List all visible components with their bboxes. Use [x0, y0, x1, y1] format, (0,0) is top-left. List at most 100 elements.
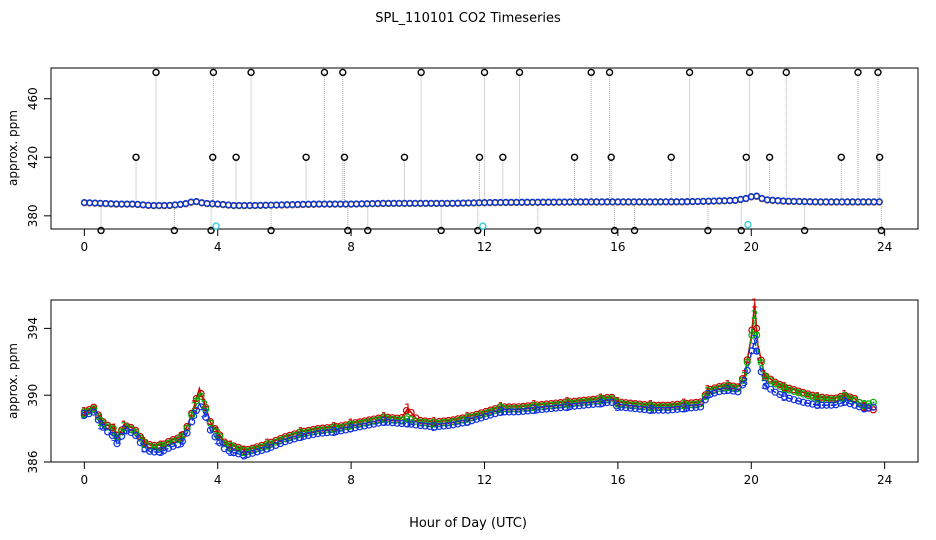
- outlier-point: [782, 68, 790, 77]
- series-marker-3: [146, 447, 154, 455]
- series-glyph-2: 2: [681, 398, 689, 412]
- series-marker-2: [743, 358, 751, 366]
- series-glyph-2: 2: [111, 423, 119, 437]
- outlier-point: [339, 68, 347, 77]
- series-glyph-1: 1: [121, 418, 129, 432]
- series-marker-3: [468, 417, 476, 425]
- series-marker-3: [734, 388, 742, 396]
- series-marker-3: [547, 404, 555, 413]
- series-marker-3: [528, 406, 537, 415]
- outlier-point: [344, 226, 352, 235]
- series-marker-3: [328, 428, 336, 436]
- outlier-point: [570, 153, 579, 161]
- series-glyph-2: 2: [861, 398, 869, 412]
- series-marker-2: [724, 383, 733, 391]
- series-glyph-1: 1: [781, 380, 789, 394]
- series-glyph-3: 3: [724, 383, 732, 397]
- series-glyph-1: 1: [191, 398, 199, 412]
- bottom-x-tick-label: 0: [81, 473, 89, 487]
- outlier-point: [499, 153, 507, 161]
- outlier-point: [800, 226, 809, 235]
- series-marker-3: [323, 429, 331, 437]
- series-marker-2: [790, 387, 798, 395]
- series-marker-3: [799, 398, 807, 406]
- series-marker-3: [300, 432, 308, 441]
- series-marker-3: [318, 429, 327, 437]
- series-marker-3: [290, 435, 299, 443]
- series-glyph-2: 2: [841, 390, 849, 404]
- outlier-point: [207, 226, 215, 235]
- series-marker-3: [393, 419, 401, 427]
- series-marker-3: [841, 398, 849, 406]
- series-marker-3: [715, 388, 723, 396]
- series-glyph-1: 1: [201, 397, 209, 411]
- series-marker-3: [598, 399, 607, 407]
- series-glyph-2: 2: [81, 407, 89, 421]
- series-marker-2: [696, 400, 705, 408]
- flagged-point: [744, 220, 752, 229]
- series-glyph-3: 3: [597, 397, 605, 411]
- series-glyph-3: 3: [177, 437, 185, 451]
- series-marker-1: [197, 389, 205, 398]
- series-marker-3: [678, 405, 686, 413]
- series-marker-2: [384, 415, 392, 423]
- series-glyph-2: 2: [297, 427, 305, 441]
- series-marker-3: [477, 414, 485, 422]
- series-marker-1: [402, 406, 411, 415]
- series-marker-3: [631, 405, 639, 413]
- series-marker-1: [748, 326, 756, 334]
- series-marker-2: [795, 389, 803, 397]
- series-marker-2: [122, 423, 130, 432]
- outlier-point: [745, 68, 754, 77]
- series-marker-3: [94, 416, 102, 424]
- series-marker-3: [286, 436, 294, 444]
- series-glyph-3: 3: [431, 420, 439, 434]
- series-marker-3: [416, 421, 425, 430]
- series-marker-3: [444, 421, 453, 430]
- series-glyph-1: 1: [751, 296, 759, 310]
- outlier-point: [875, 153, 884, 161]
- top-x-tick-label: 8: [347, 240, 355, 254]
- series-marker-3: [486, 411, 495, 419]
- top-x-tick-label: 0: [81, 240, 89, 254]
- series-marker-3: [696, 403, 705, 411]
- series-glyph-3: 3: [241, 448, 249, 462]
- series-marker-3: [248, 449, 257, 457]
- bottom-x-tick-label: 20: [744, 473, 759, 487]
- series-glyph-1: 1: [861, 400, 869, 414]
- series-glyph-2: 2: [724, 380, 732, 394]
- series-glyph-1: 1: [647, 398, 655, 412]
- outlier-point: [437, 226, 445, 235]
- series-marker-3: [701, 396, 709, 404]
- series-marker-3: [122, 427, 130, 435]
- series-glyph-1: 1: [841, 388, 849, 402]
- series-marker-3: [276, 439, 285, 448]
- series-marker-3: [743, 366, 751, 375]
- series-marker-3: [360, 422, 369, 430]
- outlier-point: [474, 226, 482, 235]
- outlier-point: [170, 226, 179, 235]
- series-marker-2: [738, 376, 747, 384]
- series-marker-3: [150, 448, 158, 456]
- series-marker-2: [846, 395, 854, 403]
- series-marker-2: [188, 411, 196, 419]
- series-marker-3: [211, 433, 219, 441]
- series-glyph-1: 1: [704, 383, 712, 397]
- series-glyph-2: 2: [381, 412, 389, 426]
- series-marker-3: [295, 433, 303, 442]
- series-glyph-1: 1: [81, 405, 89, 419]
- series-glyph-2: 2: [264, 438, 272, 452]
- series-marker-3: [514, 408, 523, 416]
- series-marker-3: [463, 418, 471, 426]
- series-glyph-2: 2: [241, 445, 249, 459]
- series-glyph-1: 1: [681, 397, 689, 411]
- series-marker-2: [99, 419, 107, 428]
- series-marker-2: [505, 404, 513, 413]
- series-glyph-1: 1: [157, 438, 165, 452]
- bottom-x-tick-label: 24: [877, 473, 892, 487]
- series-marker-3: [687, 404, 695, 412]
- series-glyph-1: 1: [97, 413, 105, 427]
- series-glyph-2: 2: [331, 422, 339, 436]
- series-marker-3: [617, 403, 625, 411]
- series-marker-3: [594, 400, 602, 408]
